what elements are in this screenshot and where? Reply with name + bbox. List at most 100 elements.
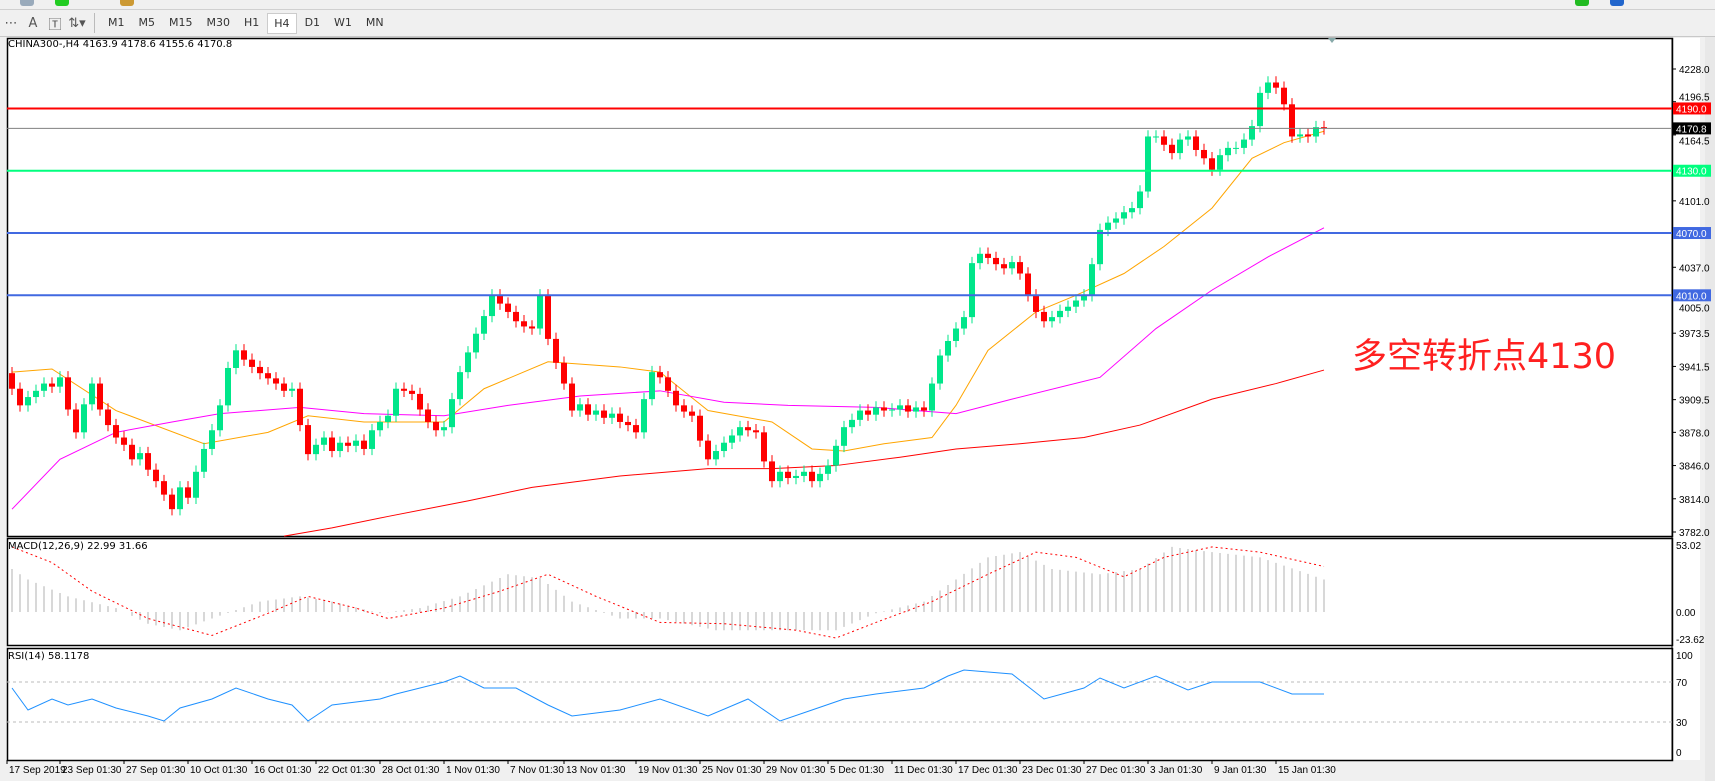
candle <box>1201 143 1207 165</box>
price-tick-label: 3846.0 <box>1679 462 1710 473</box>
candle <box>753 424 759 439</box>
candle-body <box>153 469 159 482</box>
candle-body <box>1217 155 1223 170</box>
refresh-icon[interactable] <box>1610 0 1624 6</box>
rsi-line <box>11 669 1324 722</box>
candle <box>1289 98 1295 143</box>
candle <box>825 459 831 481</box>
arrows-icon[interactable]: ⇅▾ <box>68 15 86 31</box>
candle-body <box>9 373 15 389</box>
candle-body <box>321 437 327 445</box>
candle <box>481 309 487 340</box>
candle-body <box>937 355 943 384</box>
candle-body <box>1321 127 1327 129</box>
candle <box>1233 141 1239 155</box>
candle <box>1049 310 1055 328</box>
candle-body <box>1145 136 1151 192</box>
price-label: 4010.0 <box>1676 291 1707 302</box>
candle-body <box>185 487 191 498</box>
candle-body <box>729 435 735 443</box>
vertical-scrollbar[interactable] <box>1705 37 1715 781</box>
candle-body <box>881 407 887 411</box>
candle-body <box>617 413 623 422</box>
candle-body <box>473 333 479 353</box>
candle <box>849 413 855 434</box>
candle-body <box>385 415 391 422</box>
candle <box>1137 185 1143 215</box>
candle-body <box>849 419 855 428</box>
candle <box>425 403 431 429</box>
new-order-icon[interactable] <box>55 0 69 6</box>
text-icon[interactable]: A <box>28 15 38 31</box>
candle <box>33 384 39 404</box>
timeframe-w1[interactable]: W1 <box>334 15 352 29</box>
candle-body <box>177 487 183 510</box>
candle-body <box>89 383 95 405</box>
timeframe-m15[interactable]: M15 <box>169 15 193 29</box>
time-tick-label: 23 Dec 01:30 <box>1022 765 1082 776</box>
time-tick-label: 29 Nov 01:30 <box>766 765 826 776</box>
timeframe-h1[interactable]: H1 <box>244 15 260 29</box>
timeframe-h4[interactable]: H4 <box>267 12 297 34</box>
candle-body <box>825 465 831 474</box>
timeframe-m1[interactable]: M1 <box>108 15 125 29</box>
candle <box>529 320 535 335</box>
candle-body <box>1201 149 1207 159</box>
price-label: 4070.0 <box>1676 229 1707 240</box>
candle <box>353 434 359 453</box>
candle-body <box>1097 229 1103 265</box>
textbox-icon[interactable]: 🅃 <box>48 17 62 33</box>
chart-canvas[interactable]: 4228.0 4196.5 4164.5 4101.0 4037.0 4005.0 3973… <box>0 37 1715 781</box>
timeframe-m30[interactable]: M30 <box>206 15 231 29</box>
timeframe-m5[interactable]: M5 <box>138 15 156 29</box>
candle <box>641 392 647 439</box>
moving-average-medium <box>11 227 1325 510</box>
price-label-box <box>1673 164 1711 177</box>
rsi-tick-label: 30 <box>1676 718 1688 729</box>
price-tick-label: 4005.0 <box>1679 303 1710 314</box>
candle <box>1097 223 1103 271</box>
candle <box>633 418 639 439</box>
period-separator-icon[interactable]: ⋯ <box>4 15 18 31</box>
candle-body <box>649 372 655 400</box>
candle <box>969 256 975 324</box>
candle <box>265 366 271 385</box>
time-tick-label: 11 Dec 01:30 <box>894 765 953 776</box>
candle <box>65 371 71 416</box>
candle <box>369 424 375 456</box>
add-icon[interactable] <box>1575 0 1589 6</box>
candle <box>209 424 215 456</box>
candle <box>1257 86 1263 133</box>
time-tick-label: 13 Nov 01:30 <box>566 765 626 776</box>
candle <box>561 356 567 390</box>
price-label-box <box>1673 227 1711 240</box>
candle <box>305 418 311 461</box>
candle <box>1313 120 1319 143</box>
candle-body <box>625 421 631 426</box>
candle-body <box>657 372 663 378</box>
expert-icon[interactable] <box>120 0 134 6</box>
chart-title: CHINA300-,H4 4163.9 4178.6 4155.6 4170.8 <box>8 39 233 50</box>
price-label: 4130.0 <box>1676 167 1707 178</box>
candle-body <box>817 473 823 482</box>
candle <box>281 377 287 398</box>
candle-body <box>769 461 775 482</box>
candle <box>361 434 367 456</box>
price-tick-label: 4196.5 <box>1679 92 1710 103</box>
candle <box>721 436 727 458</box>
candle <box>513 305 519 328</box>
candle-body <box>841 427 847 446</box>
candle-body <box>217 405 223 431</box>
candle <box>1321 120 1327 135</box>
candle-body <box>1033 295 1039 312</box>
zoom-icon[interactable] <box>20 0 34 6</box>
time-tick-label: 28 Oct 01:30 <box>382 765 440 776</box>
macd-title: MACD(12,26,9) 22.99 31.66 <box>8 541 148 552</box>
candle <box>201 442 207 479</box>
timeframe-d1[interactable]: D1 <box>304 15 321 29</box>
candle <box>673 384 679 412</box>
candle <box>57 371 63 393</box>
timeframe-mn[interactable]: MN <box>365 15 384 29</box>
candle-body <box>201 448 207 472</box>
candle-body <box>537 295 543 329</box>
